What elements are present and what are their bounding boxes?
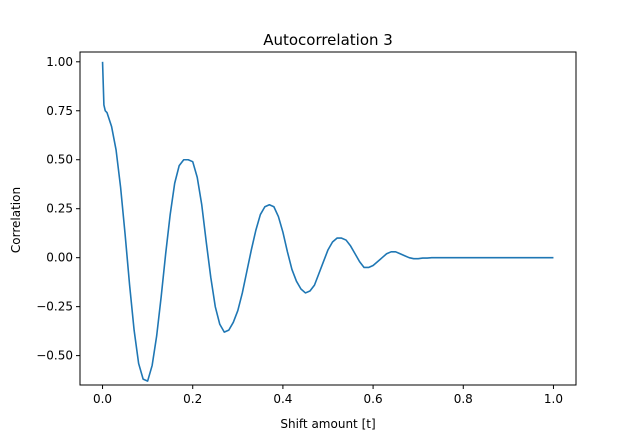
- y-tick-label: 0.25: [46, 202, 73, 216]
- x-tick-label: 0.4: [273, 392, 292, 406]
- x-axis-label: Shift amount [t]: [280, 417, 375, 431]
- y-axis-label: Correlation: [9, 187, 23, 253]
- y-tick-label: 0.00: [46, 251, 73, 265]
- axes-frame: [79, 51, 577, 386]
- x-tick-label: 0.2: [183, 392, 202, 406]
- axis-ticks: 0.0 0.2 0.4 0.6 0.8 1.0 −0.50 −0.25 0.00 0.25 0.50…: [36, 55, 563, 406]
- y-tick-label: 1.00: [46, 55, 73, 69]
- x-tick-label: 0.8: [454, 392, 473, 406]
- x-tick-label: 1.0: [544, 392, 563, 406]
- y-tick-label: −0.50: [36, 349, 73, 363]
- y-tick-label: 0.75: [46, 104, 73, 118]
- y-tick-label: −0.25: [36, 300, 73, 314]
- y-tick-label: 0.50: [46, 153, 73, 167]
- series-line: [101, 61, 554, 382]
- plot-area: [101, 61, 554, 382]
- x-tick-label: 0.6: [364, 392, 383, 406]
- chart-title: Autocorrelation 3: [263, 31, 393, 49]
- x-tick-label: 0.0: [93, 392, 112, 406]
